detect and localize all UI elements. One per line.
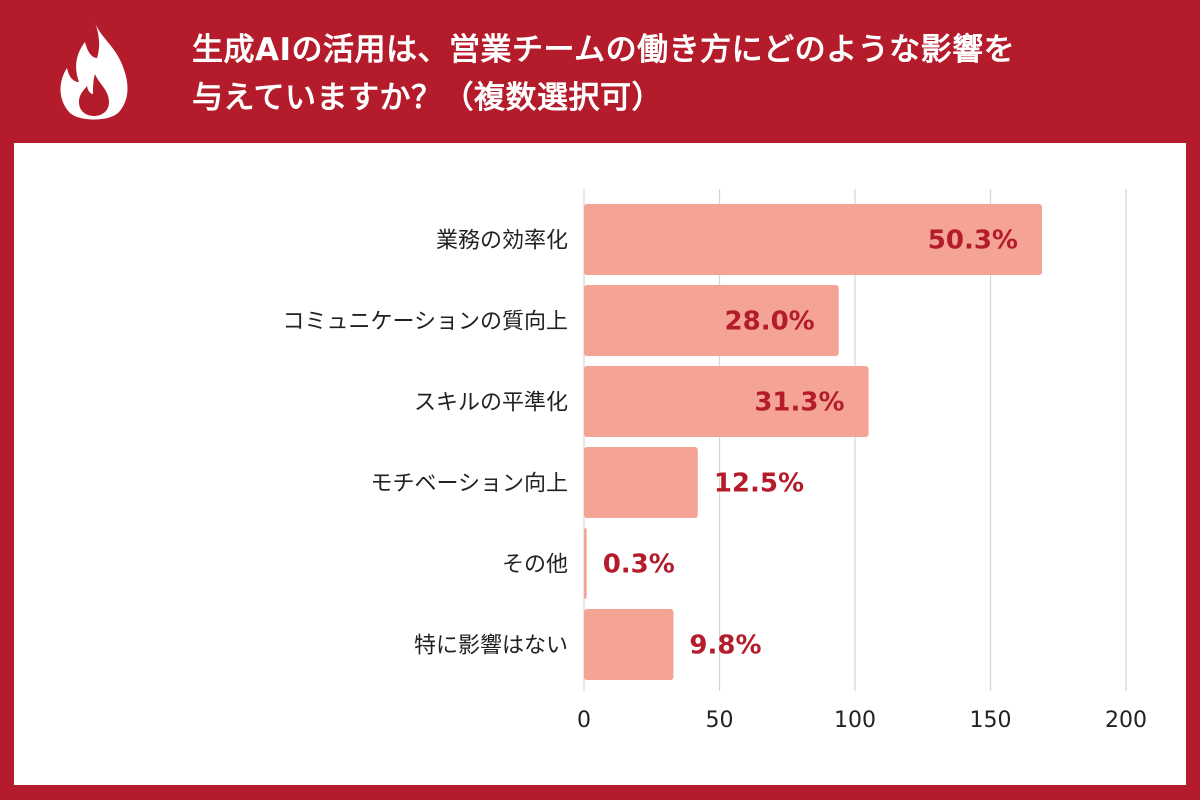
bar bbox=[584, 285, 839, 356]
data-label: 12.5% bbox=[714, 469, 804, 499]
category-label: 特に影響はない bbox=[414, 634, 568, 659]
bar bbox=[584, 528, 587, 599]
category-label: スキルの平準化 bbox=[414, 391, 568, 416]
chart-panel: 業務の効率化 50.3% コミュニケーションの質向上 28.0% スキルの平準化 31.3… bbox=[14, 143, 1186, 785]
x-tick-label: 100 bbox=[834, 708, 876, 733]
flame-icon bbox=[60, 20, 128, 120]
chart-title: 生成AIの活用は、営業チームの働き方にどのような影響を 与えていますか？（複数選… bbox=[192, 26, 1172, 122]
header: 生成AIの活用は、営業チームの働き方にどのような影響を 与えていますか？（複数選… bbox=[0, 0, 1200, 143]
chart-title-line-2: 与えていますか？（複数選択可） bbox=[192, 80, 663, 116]
x-tick-label: 200 bbox=[1105, 708, 1147, 733]
data-label: 50.3% bbox=[928, 226, 1018, 256]
category-label: コミュニケーションの質向上 bbox=[282, 310, 568, 335]
x-tick-label: 0 bbox=[577, 708, 591, 733]
bar bbox=[584, 204, 1042, 275]
x-tick-label: 50 bbox=[706, 708, 734, 733]
bar bbox=[584, 447, 698, 518]
chart-title-line-1: 生成AIの活用は、営業チームの働き方にどのような影響を bbox=[192, 32, 1016, 68]
data-label: 9.8% bbox=[689, 631, 761, 661]
x-tick-label: 150 bbox=[970, 708, 1012, 733]
bar bbox=[584, 609, 674, 680]
category-label: モチベーション向上 bbox=[370, 472, 568, 497]
bar bbox=[584, 366, 869, 437]
category-label: 業務の効率化 bbox=[436, 229, 568, 254]
data-label: 28.0% bbox=[725, 307, 815, 337]
data-label: 0.3% bbox=[603, 550, 675, 580]
category-label: その他 bbox=[502, 553, 568, 578]
data-label: 31.3% bbox=[754, 388, 844, 418]
bar-chart: 業務の効率化 50.3% コミュニケーションの質向上 28.0% スキルの平準化 31.3… bbox=[282, 189, 1147, 733]
